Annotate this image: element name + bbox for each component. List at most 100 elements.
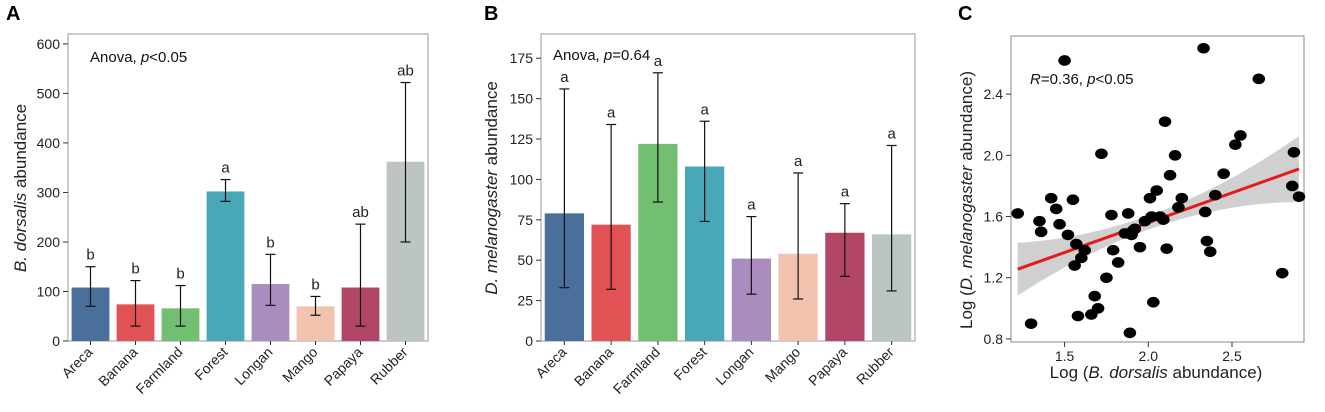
scatter-point (1175, 192, 1189, 204)
scatter-point (1033, 215, 1046, 227)
panel-letter-c: C (958, 3, 972, 25)
scatter-point (1061, 229, 1075, 241)
x-tick-label: Longan (712, 344, 756, 388)
scatter-point (1095, 148, 1108, 160)
annotation-a: Anova, p<0.05 (90, 49, 187, 66)
plot-frame-a (67, 33, 429, 342)
x-tick-label: Mango (279, 344, 321, 386)
panel-c: C R=0.36, p<0.05 0.8 1.2 1.6 2.0 2.4 1.5 2.0 2… (957, 3, 1306, 382)
annotation-c: R=0.36, p<0.05 (1030, 71, 1133, 88)
scatter-point (1128, 223, 1142, 235)
scatter-point (1252, 73, 1266, 85)
scatter-point (1160, 243, 1174, 254)
x-tick-label: Mango (762, 344, 804, 386)
scatter-point (1066, 194, 1080, 206)
significance-letter: b (131, 261, 139, 278)
scatter-point (1203, 246, 1217, 258)
significance-letter: a (794, 153, 803, 170)
x-axis-title-c: Log (B. dorsalis abundance) (1050, 363, 1263, 382)
y-tick-label: 25 (517, 293, 533, 309)
y-tick-label: 400 (37, 135, 61, 151)
scatter-point (1133, 241, 1147, 253)
x-tick-label: Forest (670, 344, 709, 383)
x-tick-label: Papaya (321, 344, 366, 389)
scatter-point (1208, 189, 1222, 201)
scatter-point (1200, 235, 1214, 247)
y-axis-title-c: Log (D. melanogaster abundance) (957, 71, 976, 329)
significance-letter: b (86, 247, 94, 264)
y-tick-label: 125 (510, 131, 534, 147)
scatter-point (1157, 214, 1170, 225)
scatter-point (1044, 192, 1058, 204)
scatter-point (1091, 303, 1105, 314)
bar (206, 191, 245, 341)
scatter-point (1150, 185, 1163, 196)
panel-letter-b: B (484, 3, 498, 25)
scatter-point (1234, 130, 1247, 141)
scatter-point (1071, 310, 1085, 322)
scatter-point (1275, 267, 1289, 279)
y-tick-label: 1.6 (984, 209, 1004, 225)
x-tick-label: 2.5 (1222, 348, 1242, 364)
y-tick-label: 150 (510, 91, 534, 107)
significance-letter: a (887, 125, 896, 142)
y-axis-title-a: B. dorsalis abundance (11, 104, 30, 272)
scatter-point (1197, 42, 1210, 54)
scatter-point (1078, 244, 1091, 256)
significance-letter: ab (352, 204, 369, 221)
scatter-point (1111, 257, 1125, 268)
x-tick-label: Areca (532, 344, 569, 381)
x-tick-label: Forest (191, 344, 230, 383)
y-ticks-c: 0.8 1.2 1.6 2.0 2.4 (984, 86, 1011, 347)
x-tick-label: 1.5 (1055, 348, 1075, 364)
scatter-point (1147, 296, 1160, 308)
y-tick-label: 300 (37, 184, 61, 200)
y-ticks-b: 0 25 50 75 100 125 150 175 (510, 50, 541, 349)
scatter-points (1011, 42, 1306, 339)
significance-letter: a (221, 160, 230, 177)
scatter-point (1143, 192, 1157, 204)
scatter-point (1088, 290, 1102, 302)
scatter-point (1053, 218, 1066, 230)
significance-letter: a (654, 53, 663, 70)
x-ticks-c: 1.5 2.0 2.5 (1055, 342, 1242, 364)
significance-letter: b (266, 234, 274, 251)
scatter-point (1106, 244, 1120, 256)
scatter-point (1058, 55, 1071, 66)
y-ticks-a: 0 100 200 300 400 500 600 (37, 36, 68, 349)
scatter-point (1100, 272, 1113, 284)
y-tick-label: 2.4 (984, 86, 1004, 102)
scatter-point (1011, 208, 1024, 219)
plot-frame-c (1010, 35, 1305, 343)
scatter-point (1069, 238, 1083, 250)
scatter-point (1217, 168, 1230, 179)
x-tick-label: Banana (95, 344, 141, 390)
significance-letter: a (560, 69, 569, 86)
y-tick-label: 100 (37, 283, 61, 299)
y-tick-label: 100 (510, 171, 534, 187)
scatter-point (1034, 226, 1048, 238)
scatter-point (1229, 139, 1242, 150)
scatter-point (1105, 209, 1118, 221)
scatter-point (1292, 191, 1306, 202)
bars-b: a a a a a a a a (544, 53, 912, 341)
x-tick-label: Areca (58, 344, 95, 381)
x-tick-label: Rubber (367, 344, 411, 388)
significance-letter: b (311, 276, 319, 293)
x-tick-label: Papaya (805, 344, 850, 389)
scatter-point (1285, 180, 1299, 192)
significance-letter: b (176, 266, 184, 283)
panel-letter-a: A (6, 3, 20, 25)
y-tick-label: 500 (37, 85, 61, 101)
x-tick-label: Banana (571, 344, 617, 390)
y-tick-label: 200 (37, 234, 61, 250)
y-tick-label: 175 (510, 50, 534, 66)
y-tick-label: 50 (517, 252, 533, 268)
scatter-point (1123, 327, 1137, 339)
annotation-b: Anova, p=0.64 (553, 47, 650, 64)
scatter-point (1158, 116, 1172, 127)
scatter-point (1121, 208, 1135, 219)
